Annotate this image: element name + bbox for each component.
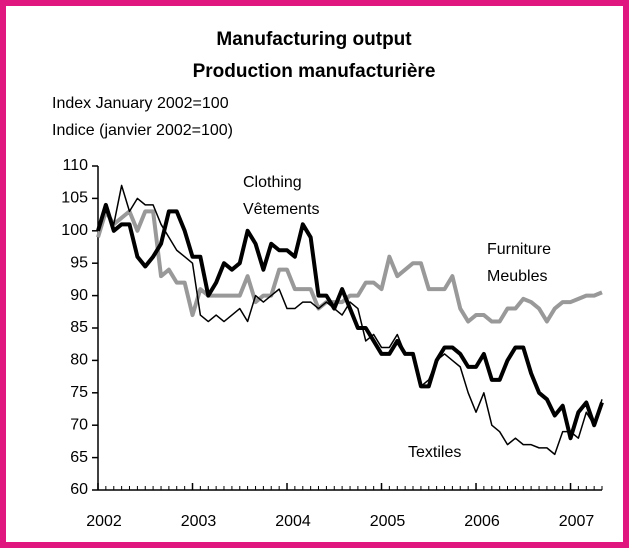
series-label: Furniture	[487, 241, 551, 258]
y-tick-label: 90	[70, 287, 88, 304]
y-axis-label: Index January 2002=100	[52, 95, 229, 112]
series-label: Clothing	[243, 174, 302, 191]
x-tick-label: 2006	[464, 513, 500, 530]
line-series	[96, 209, 603, 324]
y-tick-label: 65	[70, 449, 88, 466]
y-tick-label: 110	[62, 157, 88, 174]
chart-title: Production manufacturière	[193, 61, 436, 82]
y-tick-label: 75	[70, 384, 88, 401]
chart-title: Manufacturing output	[216, 29, 412, 50]
y-tick-label: 105	[61, 190, 88, 207]
x-tick-label: 2005	[370, 513, 406, 530]
y-tick-label: 85	[70, 319, 88, 336]
series-label: Textiles	[408, 444, 461, 461]
line-series	[97, 184, 603, 456]
x-tick-label: 2004	[275, 513, 311, 530]
y-tick-label: 95	[70, 254, 88, 271]
line-series	[96, 202, 604, 441]
x-tick-label: 2003	[181, 513, 217, 530]
x-tick-label: 2002	[86, 513, 122, 530]
x-tick-label: 2007	[559, 513, 595, 530]
y-tick-label: 100	[61, 222, 88, 239]
series-label: Vêtements	[243, 201, 319, 218]
series-label: Meubles	[487, 268, 547, 285]
y-axis-label: Indice (janvier 2002=100)	[52, 122, 233, 139]
y-tick-label: 70	[70, 416, 88, 433]
y-tick-label: 80	[70, 352, 88, 369]
y-tick-label: 60	[70, 481, 88, 498]
